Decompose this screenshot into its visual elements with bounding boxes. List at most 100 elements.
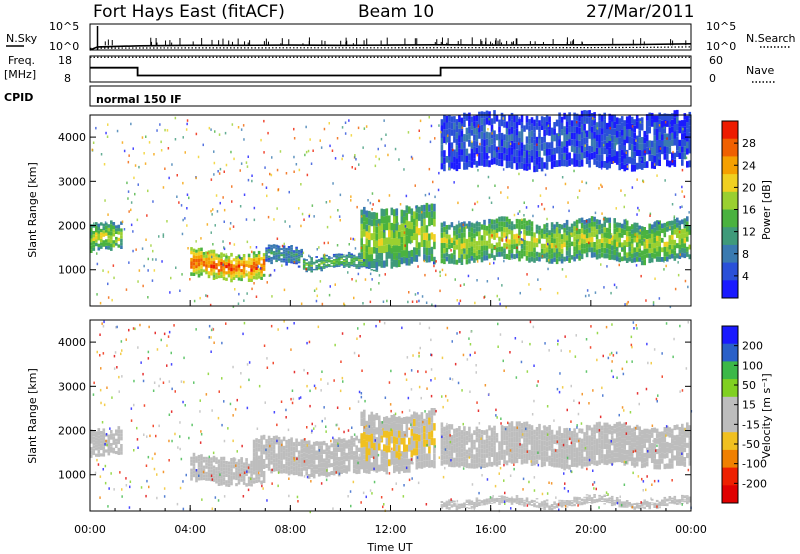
heatmap-cell [485,131,489,139]
heatmap-cell [565,245,569,251]
heatmap-cell [638,234,641,240]
heatmap-cell [515,142,519,150]
heatmap-cell [468,126,471,133]
heatmap-cell [330,471,333,475]
heatmap-cell [445,243,449,248]
heatmap-cell [600,228,604,234]
heatmap-cell [473,505,476,507]
heatmap-cell [560,116,564,123]
heatmap-speckle [305,150,308,154]
heatmap-cell [418,206,421,214]
heatmap-cell [671,428,674,434]
heatmap-cell [590,459,594,465]
heatmap-cell [430,422,434,431]
heatmap-cell [648,126,651,134]
heatmap-cell [245,273,248,277]
heatmap-cell [363,229,366,237]
heatmap-cell [563,443,566,450]
heatmap-cell [237,459,241,463]
heatmap-cell [443,459,446,465]
heatmap-speckle [432,180,434,184]
heatmap-cell [540,504,544,506]
heatmap-cell [97,435,101,439]
heatmap-speckle [144,162,147,165]
heatmap-speckle [503,259,505,263]
heatmap-cell [220,255,223,259]
heatmap-cell [593,145,596,152]
heatmap-cell [425,202,429,211]
heatmap-cell [305,453,308,459]
heatmap-cell [282,260,286,263]
heatmap-cell [237,267,241,271]
heatmap-cell [465,431,469,436]
heatmap-cell [352,442,356,447]
heatmap-speckle [671,160,674,163]
heatmap-cell [498,159,501,166]
heatmap-cell [658,458,661,465]
heatmap-cell [430,415,434,423]
heatmap-cell [625,425,629,431]
heatmap-cell [440,427,444,434]
heatmap-cell [327,265,331,268]
heatmap-cell [520,433,524,439]
heatmap-cell [495,247,499,253]
heatmap-cell [515,498,519,500]
heatmap-cell [360,411,363,419]
heatmap-cell [578,447,581,452]
heatmap-cell [285,456,288,461]
heatmap-speckle [146,214,148,217]
heatmap-cell [260,468,263,474]
heatmap-cell [470,500,474,502]
heatmap-speckle [136,218,139,222]
heatmap-speckle [371,278,373,281]
heatmap-cell [583,446,586,452]
heatmap-speckle [334,157,337,160]
heatmap-cell [260,266,263,271]
heatmap-cell [262,471,266,474]
heatmap-speckle [268,274,271,277]
heatmap-cell [590,231,594,237]
heatmap-cell [603,459,606,465]
heatmap-speckle [279,150,282,153]
heatmap-cell [515,496,519,498]
heatmap-cell [458,504,461,506]
heatmap-cell [510,235,514,240]
heatmap-cell [603,133,606,141]
heatmap-cell [648,238,651,244]
heatmap-cell [603,147,606,155]
heatmap-cell [458,506,461,508]
heatmap-cell [655,438,659,444]
heatmap-cell [410,249,414,257]
heatmap-cell [543,503,546,506]
heatmap-cell [453,438,456,444]
heatmap-cell [445,435,449,440]
heatmap-cell [505,216,509,222]
heatmap-cell [563,159,566,167]
heatmap-cell [400,209,404,217]
colorbar-swatch [722,174,738,193]
heatmap-cell [398,445,401,453]
heatmap-cell [200,454,203,458]
heatmap-cell [207,271,211,275]
heatmap-speckle [523,201,525,204]
heatmap-speckle [378,199,380,202]
heatmap-cell [628,425,631,431]
heatmap-cell [292,454,296,459]
heatmap-cell [603,221,606,228]
heatmap-cell [543,502,546,504]
heatmap-cell [345,256,348,258]
heatmap-cell [302,266,306,269]
heatmap-cell [282,256,286,259]
heatmap-cell [673,229,677,235]
heatmap-cell [325,460,328,465]
heatmap-cell [317,454,321,459]
heatmap-cell [445,449,449,455]
heatmap-cell [560,153,564,160]
heatmap-speckle [532,214,534,218]
heatmap-cell [623,152,626,159]
heatmap-cell [300,467,303,472]
heatmap-cell [540,503,544,505]
heatmap-cell [550,507,554,509]
heatmap-cell [92,241,96,245]
heatmap-cell [292,467,296,472]
